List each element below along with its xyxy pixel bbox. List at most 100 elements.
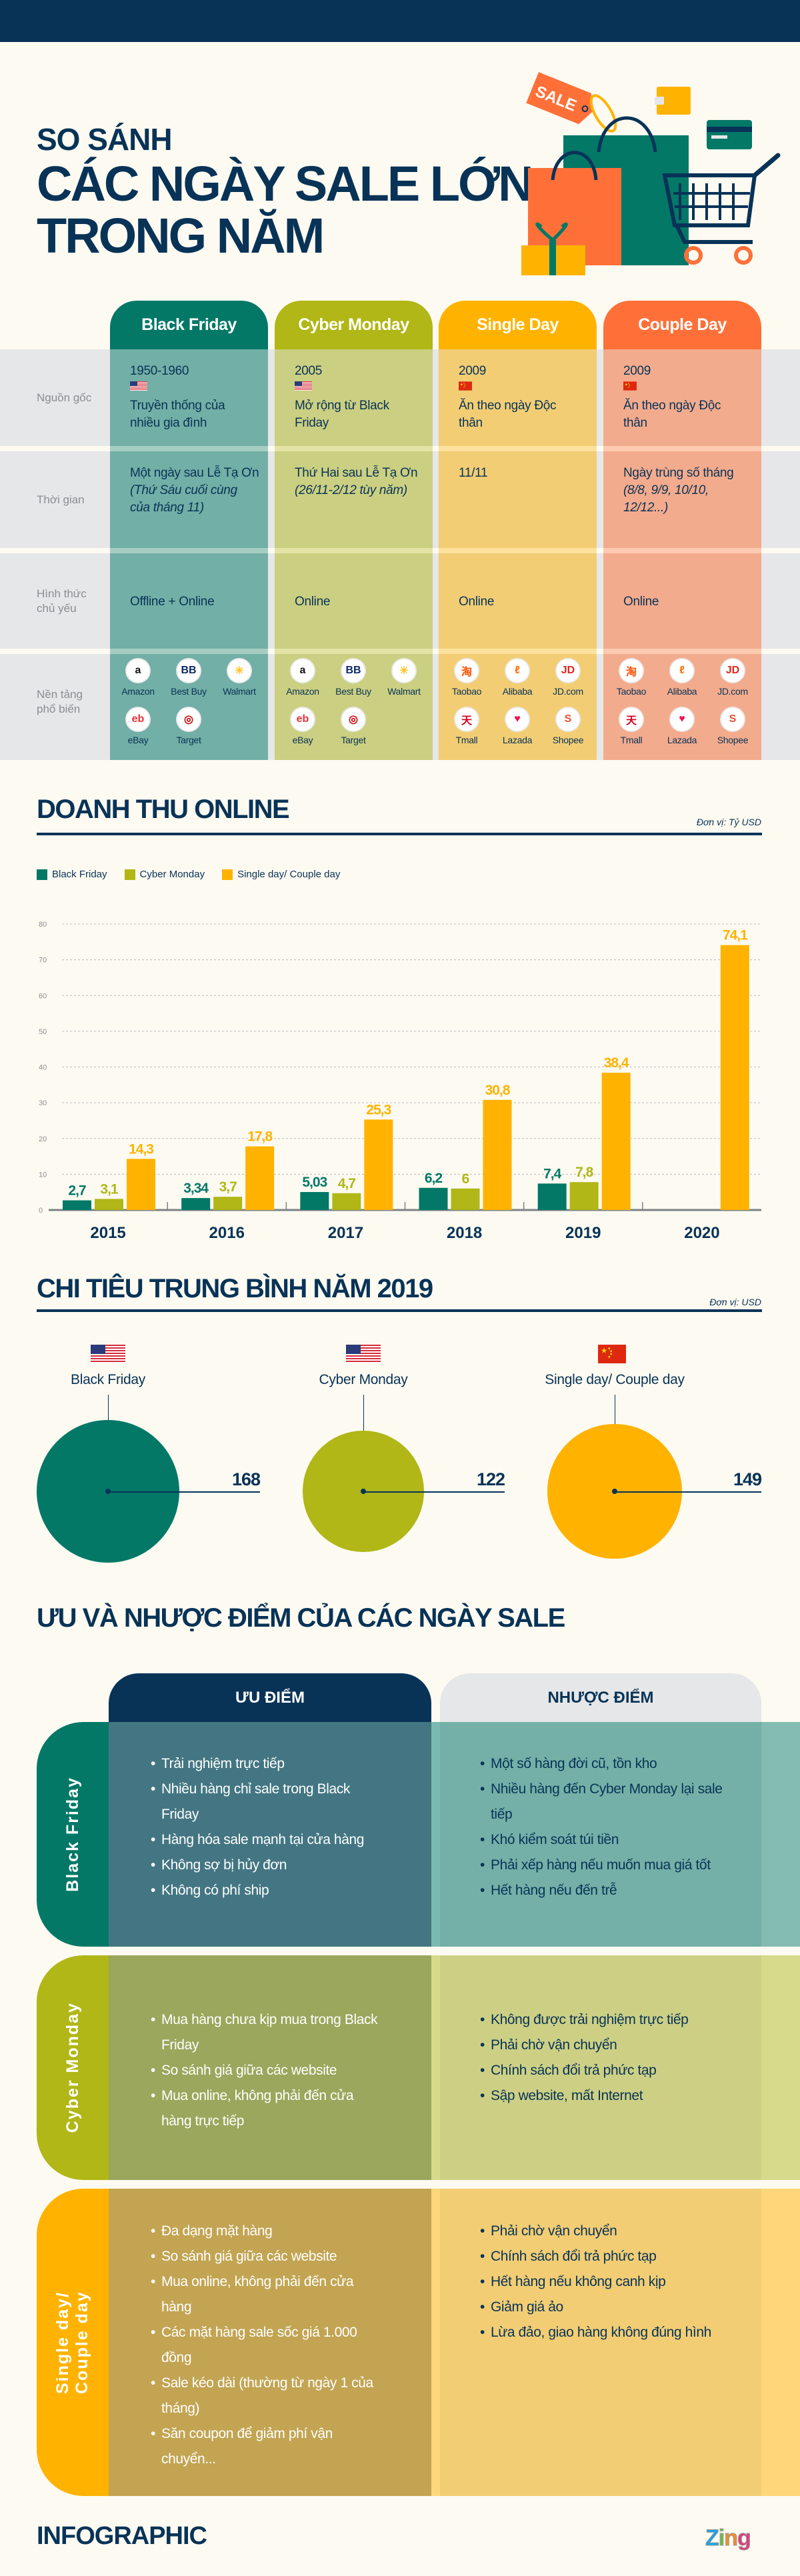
time-note: (8/8, 9/9, 10/10, 12/12...): [623, 483, 709, 515]
y-tick-label: 30: [39, 1099, 47, 1107]
title-line-1: SO SÁNH: [37, 122, 173, 157]
cons-header: NHƯỢC ĐIỂM: [440, 1673, 761, 1722]
table-cell: Thứ Hai sau Lễ Tạ Ơn (26/11-2/12 tùy năm…: [275, 451, 433, 548]
pros-item: Hàng hóa sale mạnh tại cửa hàng: [151, 1827, 384, 1853]
time-main: Một ngày sau Lễ Tạ Ơn: [130, 466, 259, 480]
bubble-leader-line: [363, 1395, 364, 1431]
bubble-category-label: Single day/ Couple day: [545, 1372, 685, 1387]
column-header-single-day: Single Day: [439, 301, 597, 349]
platform-best-buy: BB Best Buy: [328, 658, 379, 697]
taobao-icon: 淘: [619, 658, 644, 683]
bar-black-friday-2016: [181, 1198, 211, 1210]
row-label: Black Friday: [63, 1777, 82, 1892]
platform-label: Walmart: [223, 686, 256, 697]
lazada-icon: ♥: [505, 707, 530, 732]
cons-cell: Phải chờ vận chuyểnChính sách đổi trả ph…: [440, 2189, 761, 2496]
bar-value-label: 3,34: [183, 1181, 209, 1196]
cons-item: Khó kiểm soát túi tiền: [480, 1827, 723, 1853]
spending-title: CHI TIÊU TRUNG BÌNH NĂM 2019: [37, 1274, 433, 1303]
pros-item: Mua online, không phải đến cửa hàng trực…: [151, 2083, 384, 2134]
bubble-value: 149: [733, 1469, 762, 1489]
bar-value-label: 38,4: [604, 1055, 629, 1071]
walmart-icon: ✳: [391, 658, 417, 683]
table-cell: 2009 ★ Ăn theo ngày Độc thân: [439, 349, 597, 446]
revenue-title: DOANH THU ONLINE: [37, 795, 290, 824]
svg-text:★: ★: [601, 1347, 607, 1355]
origin-year: 2009: [459, 364, 487, 378]
legend-label: Single day/ Couple day: [237, 869, 341, 880]
platform-label: Amazon: [121, 686, 155, 697]
lazada-icon: ♥: [669, 707, 695, 732]
cn-flag-icon: ★: [597, 1345, 627, 1363]
platform-best-buy: BB Best Buy: [163, 658, 214, 697]
platform-label: Target: [176, 735, 201, 745]
pros-item: Không sợ bị hủy đơn: [151, 1853, 384, 1878]
legend-item: Cyber Monday: [124, 869, 205, 880]
bubble-value-line: [363, 1491, 505, 1493]
bar-cyber-monday-2015: [95, 1199, 123, 1210]
row-label: Nguồn gốc: [37, 391, 92, 404]
bar-value-label: 7,4: [543, 1166, 562, 1181]
zing-logo: Zing: [705, 2525, 752, 2551]
form-text: Online: [623, 595, 659, 609]
y-tick-label: 60: [39, 992, 47, 1000]
shopee-icon: S: [720, 707, 745, 732]
pros-list: Trải nghiệm trực tiếpNhiều hàng chỉ sale…: [151, 1751, 384, 1903]
table-cell: 淘 Taobao ℓ Alibaba JD JD.com 天 Tmall ♥ Lazada S Sho…: [603, 654, 761, 760]
x-tick-label: 2016: [209, 1224, 245, 1242]
row-label: Thời gian: [37, 493, 85, 506]
origin-year: 1950-1960: [130, 364, 189, 378]
platform-label: eBay: [127, 735, 149, 745]
title-line-3: TRONG NĂM: [37, 208, 325, 263]
x-tick-label: 2017: [328, 1224, 363, 1242]
x-tick-label: 2020: [684, 1224, 719, 1242]
platform-shopee: S Shopee: [707, 707, 758, 745]
cons-item: Phải xếp hàng nếu muốn mua giá tốt: [480, 1853, 723, 1878]
table-cell: Online: [275, 553, 433, 649]
svg-text:★: ★: [625, 383, 628, 387]
origin-text: Mở rộng từ Black Friday: [295, 399, 389, 430]
bubble-category-label: Black Friday: [71, 1372, 145, 1387]
bar-value-label: 74,1: [723, 928, 748, 943]
tmall-icon: 天: [619, 707, 644, 732]
legend-swatch: [37, 869, 47, 880]
platform-label: Target: [341, 735, 366, 745]
row-label-tab: Cyber Monday: [37, 1955, 109, 2180]
bar-cyber-monday-2019: [569, 1182, 599, 1210]
alibaba-icon: ℓ: [669, 658, 695, 683]
platform-jd-com: JD JD.com: [543, 658, 593, 697]
time-note: (26/11-2/12 tùy năm): [295, 483, 407, 497]
table-cell: 2009 ★ Ăn theo ngày Độc thân: [603, 349, 761, 446]
revenue-rule: [37, 833, 762, 835]
pros-list: Mua hàng chưa kịp mua trong Black Friday…: [151, 2007, 384, 2134]
platform-lazada: ♥ Lazada: [657, 707, 707, 745]
platform-ebay: eb eBay: [277, 707, 328, 745]
cons-item: Phải chờ vận chuyển: [480, 2219, 723, 2244]
bar-value-label: 4,7: [338, 1176, 356, 1191]
cons-item: Lừa đảo, giao hàng không đúng hình: [480, 2320, 723, 2345]
platform-jd-com: JD JD.com: [707, 658, 758, 697]
bar-value-label: 7,8: [575, 1165, 594, 1180]
cons-item: Hết hàng nếu không canh kịp: [480, 2269, 723, 2295]
cn-flag-icon: ★: [459, 381, 472, 391]
bestbuy-icon: BB: [176, 658, 201, 683]
column-divider: [431, 2189, 440, 2496]
cons-item: Sập website, mất Internet: [480, 2083, 723, 2109]
bar-black-friday-2018: [419, 1187, 448, 1210]
platform-shopee: S Shopee: [543, 707, 593, 745]
platform-label: Amazon: [286, 686, 319, 697]
pros-list: Đa dạng mặt hàngSo sánh giá giữa các web…: [151, 2219, 384, 2472]
x-tick-label: 2018: [447, 1224, 482, 1242]
platform-taobao: 淘 Taobao: [441, 658, 492, 697]
jd-icon: JD: [720, 658, 745, 683]
row-label: Nền tảng phổ biến: [37, 688, 83, 715]
legend-item: Black Friday: [37, 869, 107, 880]
platform-label: Shopee: [717, 735, 749, 745]
table-cell: Online: [439, 553, 597, 649]
ebay-icon: eb: [125, 707, 151, 732]
y-tick-label: 40: [39, 1064, 47, 1072]
svg-text:★: ★: [460, 383, 463, 387]
top-bar: [0, 0, 800, 42]
chart-legend: Black Friday Cyber Monday Single day/ Coup…: [37, 869, 340, 880]
platform-label: Best Buy: [335, 686, 371, 697]
